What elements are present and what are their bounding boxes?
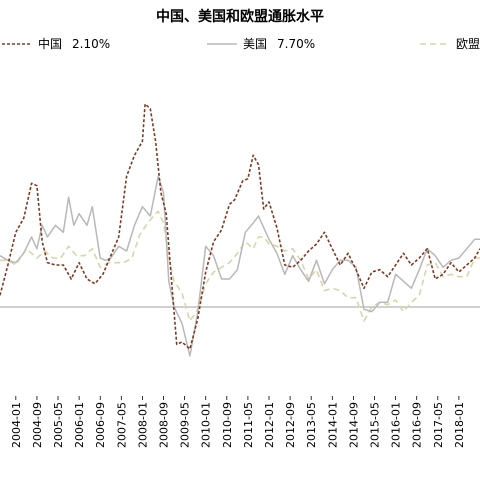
x-tick-label: 2008-09 [158, 402, 171, 448]
x-tick-label: 2007-05 [115, 402, 128, 448]
legend-item-china: 中国 2.10% [2, 36, 110, 51]
plot-area [0, 103, 480, 357]
series-line-china [0, 103, 480, 350]
x-tick-label: 2004-09 [31, 402, 44, 448]
legend-label-china: 中国 [38, 36, 62, 51]
x-tick-label: 2015-05 [369, 402, 382, 448]
x-tick-label: 2011-05 [242, 402, 255, 448]
x-axis: 2004-01 2004-09 2005-05 2006-01 2006-09 2007-… [10, 396, 466, 448]
legend-label-eu: 欧盟 [456, 37, 480, 51]
chart-title: 中国、美国和欧盟通胀水平 [156, 9, 324, 25]
x-tick-label: 2018-01 [453, 402, 466, 448]
x-tick-label: 2008-01 [136, 402, 149, 448]
legend-item-us: 美国 7.70% [207, 37, 315, 51]
x-tick-label: 2016-09 [411, 402, 424, 448]
x-tick-label: 2013-05 [305, 402, 318, 448]
series-line-us [0, 175, 480, 357]
x-tick-label: 2005-05 [52, 402, 65, 448]
series-line-eu [0, 210, 480, 322]
x-tick-label: 2006-01 [73, 402, 86, 448]
x-tick-label: 2017-05 [432, 402, 445, 448]
legend-value-china: 2.10% [72, 37, 110, 51]
x-tick-label: 2010-01 [200, 402, 213, 448]
legend-label-us: 美国 [243, 37, 267, 51]
x-tick-label: 2012-09 [284, 402, 297, 448]
x-tick-label: 2004-01 [10, 402, 23, 448]
x-tick-label: 2009-05 [179, 402, 192, 448]
x-tick-label: 2016-01 [390, 402, 403, 448]
x-tick-label: 2006-09 [94, 402, 107, 448]
x-tick-label: 2014-01 [326, 402, 339, 448]
x-tick-label: 2014-09 [347, 402, 360, 448]
x-tick-label: 2010-09 [221, 402, 234, 448]
x-tick-label: 2012-01 [263, 402, 276, 448]
legend-value-us: 7.70% [277, 37, 315, 51]
legend: 中国 2.10% 美国 7.70% 欧盟 [2, 36, 480, 51]
legend-item-eu: 欧盟 [420, 37, 480, 51]
